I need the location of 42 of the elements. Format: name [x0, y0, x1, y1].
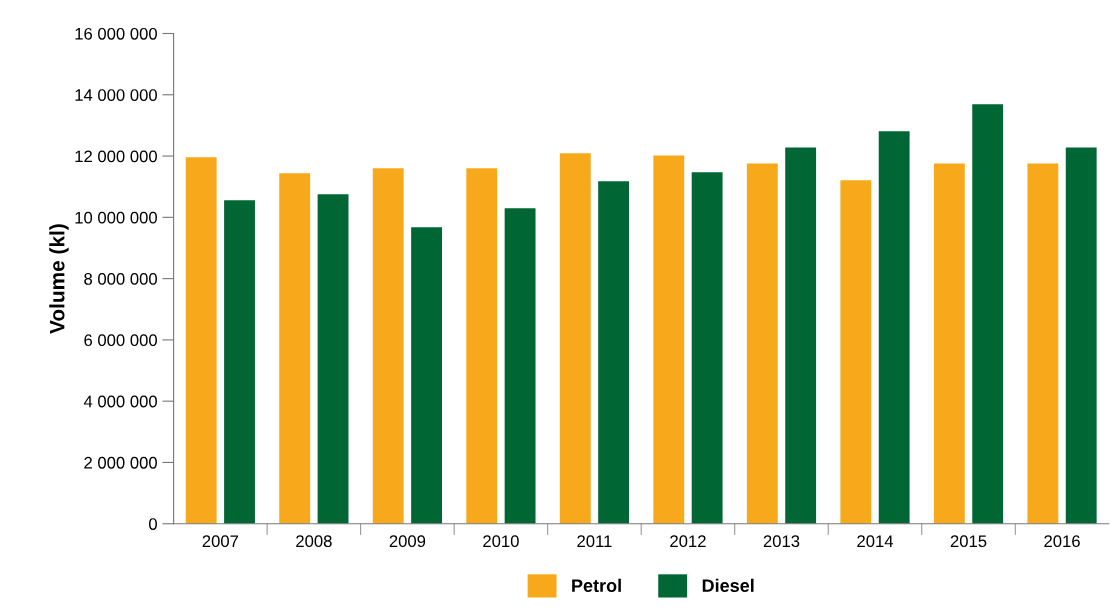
y-tick-label: 2 000 000 [84, 456, 157, 469]
bar [746, 163, 778, 524]
y-tick-label: 6 000 000 [84, 334, 157, 347]
x-tick-label: 2009 [389, 535, 426, 548]
bar [1027, 163, 1059, 524]
legend-label: Diesel [702, 578, 754, 592]
x-tick-label: 2012 [670, 535, 706, 548]
legend-label: Petrol [572, 578, 621, 592]
x-tick-label: 2016 [1044, 535, 1080, 548]
bar [317, 194, 349, 524]
y-tick-label: 8 000 000 [84, 273, 157, 285]
y-tick-label: 14 000 000 [75, 89, 157, 101]
bar [653, 155, 685, 524]
x-tick-label: 2008 [296, 535, 332, 548]
bar [372, 168, 404, 524]
bar [691, 172, 723, 524]
bar [933, 163, 965, 524]
bar [972, 104, 1004, 524]
bar [224, 200, 255, 524]
bar [1065, 147, 1097, 524]
bar [559, 153, 591, 524]
bar [185, 157, 217, 524]
bar [504, 208, 536, 524]
bar [279, 173, 311, 524]
x-tick-label: 2015 [950, 535, 987, 548]
x-tick-label: 2014 [857, 535, 894, 548]
bar [411, 227, 442, 524]
y-axis-title: Volume (kl) [49, 224, 69, 334]
bar [785, 147, 817, 524]
x-tick-label: 2011 [577, 535, 612, 548]
y-tick-label: 16 000 000 [75, 27, 157, 40]
bar [598, 181, 630, 524]
y-tick-label: 12 000 000 [75, 150, 157, 163]
x-tick-label: 2013 [763, 535, 800, 548]
bar [466, 168, 498, 524]
bar [840, 180, 872, 524]
y-tick-label: 0 [149, 518, 157, 530]
x-tick-label: 2010 [483, 535, 519, 548]
y-tick-label: 10 000 000 [75, 211, 157, 224]
x-tick-label: 2007 [202, 535, 239, 548]
bar [878, 131, 910, 524]
y-tick-label: 4 000 000 [83, 395, 157, 408]
